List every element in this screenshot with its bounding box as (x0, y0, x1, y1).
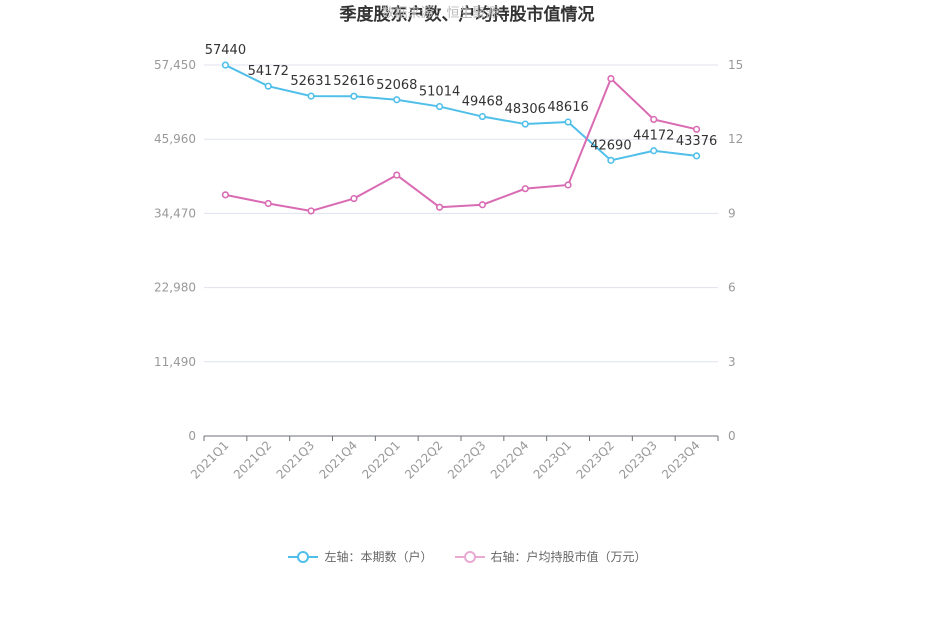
series-line-households (224, 64, 697, 162)
data-label: 48616 (547, 100, 588, 115)
left-tick-label: 11,490 (154, 355, 196, 369)
data-point[interactable] (307, 92, 315, 100)
data-point[interactable] (650, 115, 658, 124)
data-label: 52068 (376, 78, 417, 93)
data-label: 49468 (462, 95, 503, 110)
x-tick-label: 2021Q2 (231, 438, 275, 482)
data-point[interactable] (393, 96, 401, 104)
data-point[interactable] (221, 61, 230, 69)
right-tick-label: 12 (728, 132, 743, 146)
left-tick-label: 22,980 (154, 281, 196, 295)
data-label: 54172 (248, 64, 289, 79)
data-point[interactable] (393, 171, 401, 179)
series-line-avg-value (225, 76, 697, 212)
legend-swatch-avg-value-icon (454, 550, 485, 563)
data-point[interactable] (435, 102, 444, 111)
data-point[interactable] (692, 152, 701, 160)
data-point[interactable] (607, 75, 615, 83)
left-tick-label: 0 (188, 429, 196, 443)
x-tick-label: 2023Q3 (616, 438, 660, 482)
data-label: 57440 (205, 43, 246, 58)
x-tick-label: 2022Q2 (402, 438, 446, 482)
data-label: 48306 (505, 102, 546, 117)
x-tick-label: 2021Q4 (316, 438, 360, 482)
legend-item-avg-value[interactable]: 右轴：户均持股市值（万元） (454, 548, 647, 565)
data-point[interactable] (221, 191, 230, 199)
data-point[interactable] (650, 147, 658, 155)
data-point[interactable] (435, 203, 444, 211)
legend-label-households: 左轴：本期数（户） (324, 550, 433, 564)
x-tick-label: 2023Q1 (531, 438, 575, 482)
x-tick-label: 2022Q1 (359, 438, 403, 482)
gridlines (204, 64, 718, 363)
data-point[interactable] (521, 185, 529, 193)
legend: 左轴：本期数（户） 右轴：户均持股市值（万元） (0, 548, 935, 565)
data-label: 43376 (676, 134, 717, 149)
data-point[interactable] (478, 112, 487, 121)
data-point[interactable] (478, 201, 487, 209)
left-tick-label: 57,450 (154, 58, 196, 72)
data-label: 51014 (419, 85, 460, 100)
data-point[interactable] (692, 125, 701, 133)
watermark: 数据来源：恒生聚源 (381, 6, 498, 21)
data-label: 42690 (590, 138, 631, 153)
data-point[interactable] (564, 181, 572, 189)
right-tick-label: 3 (728, 355, 736, 369)
data-label: 52616 (333, 74, 374, 89)
x-tick-label: 2023Q2 (573, 438, 617, 482)
left-tick-label: 34,470 (154, 206, 196, 220)
right-tick-label: 0 (728, 429, 736, 443)
x-tick-label: 2022Q4 (488, 438, 532, 482)
data-point[interactable] (350, 92, 358, 100)
x-tick-label: 2022Q3 (445, 438, 489, 482)
x-tick-label: 2021Q1 (188, 438, 232, 482)
data-point[interactable] (307, 207, 315, 215)
data-point[interactable] (521, 120, 529, 128)
left-tick-label: 45,960 (154, 132, 196, 146)
data-label: 44172 (633, 129, 674, 144)
x-tick-label: 2021Q3 (274, 438, 318, 482)
data-point[interactable] (264, 82, 272, 90)
data-point[interactable] (264, 199, 272, 208)
right-tick-label: 6 (728, 281, 736, 295)
series-layer (221, 61, 701, 215)
chart-title: 季度股东户数、户均持股市值情况 (340, 4, 595, 25)
data-point[interactable] (350, 194, 358, 203)
right-tick-label: 15 (728, 58, 743, 72)
legend-item-households[interactable]: 左轴：本期数（户） (288, 548, 433, 565)
data-label: 52631 (290, 74, 331, 89)
data-point[interactable] (607, 156, 615, 164)
right-tick-label: 9 (728, 206, 736, 220)
data-point[interactable] (564, 118, 572, 126)
legend-swatch-households-icon (288, 550, 319, 563)
x-tick-label: 2023Q4 (659, 438, 703, 482)
legend-label-avg-value: 右轴：户均持股市值（万元） (490, 550, 647, 564)
